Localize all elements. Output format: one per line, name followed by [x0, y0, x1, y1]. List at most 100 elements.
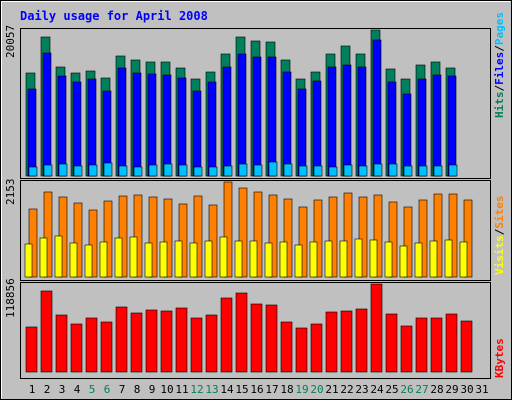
bar-files-day-28 — [432, 74, 442, 177]
bar-sites-day-23 — [358, 196, 368, 278]
bar-sites-day-16 — [253, 191, 263, 278]
bar-pages-day-14 — [223, 165, 233, 177]
bar-pages-day-26 — [403, 165, 413, 177]
bar-sites-day-29 — [448, 193, 458, 278]
bar-kbytes-day-10 — [160, 310, 173, 373]
bar-kbytes-day-17 — [265, 304, 278, 373]
bar-kbytes-day-23 — [355, 308, 368, 373]
bar-pages-day-15 — [238, 163, 248, 177]
legend-label-panel-2: Visits/Sites — [493, 196, 506, 276]
bar-sites-day-7 — [118, 195, 128, 278]
bar-files-day-26 — [402, 93, 412, 177]
bar-pages-day-3 — [58, 163, 68, 177]
bar-kbytes-day-3 — [55, 314, 68, 373]
bar-sites-day-24 — [373, 194, 383, 278]
bar-visits-day-1 — [24, 243, 33, 278]
bar-kbytes-day-12 — [190, 317, 203, 373]
ymax-label-sites: 2153 — [4, 179, 17, 206]
bar-files-day-4 — [72, 81, 82, 177]
bar-pages-day-28 — [433, 165, 443, 177]
x-tick-label-day-17: 17 — [265, 383, 278, 396]
bar-pages-day-1 — [28, 166, 38, 177]
bar-pages-day-8 — [133, 166, 143, 177]
bar-files-day-25 — [387, 81, 397, 177]
bar-sites-day-27 — [418, 199, 428, 278]
x-tick-label-day-18: 18 — [280, 383, 293, 396]
bar-visits-day-10 — [159, 241, 168, 278]
x-tick-label-day-20: 20 — [310, 383, 323, 396]
bar-kbytes-day-7 — [115, 306, 128, 373]
bar-sites-day-11 — [178, 203, 188, 278]
bar-sites-day-8 — [133, 194, 143, 278]
bar-pages-day-25 — [388, 163, 398, 177]
x-tick-label-day-4: 4 — [74, 383, 81, 396]
legend-item-kbytes: KBytes — [493, 338, 506, 378]
bar-visits-day-3 — [54, 235, 63, 278]
bar-pages-day-11 — [178, 164, 188, 177]
bar-files-day-2 — [42, 52, 52, 177]
bar-pages-day-24 — [373, 163, 383, 177]
ymax-label-kbytes: 118856 — [4, 278, 17, 318]
bar-pages-day-29 — [448, 164, 458, 177]
bar-sites-day-12 — [193, 195, 203, 278]
bar-kbytes-day-28 — [430, 317, 443, 373]
bar-pages-day-2 — [43, 164, 53, 177]
bar-kbytes-day-14 — [220, 297, 233, 373]
bar-sites-day-4 — [73, 202, 83, 278]
bar-pages-day-27 — [418, 165, 428, 177]
bar-visits-day-11 — [174, 240, 183, 278]
bar-pages-day-22 — [343, 164, 353, 177]
bar-files-day-3 — [57, 75, 67, 177]
bar-pages-day-6 — [103, 162, 113, 177]
bar-files-day-19 — [297, 88, 307, 177]
bar-kbytes-day-5 — [85, 317, 98, 373]
bar-files-day-5 — [87, 78, 97, 177]
bar-visits-day-16 — [249, 240, 258, 278]
bar-sites-day-30 — [463, 199, 473, 278]
x-tick-label-day-12: 12 — [190, 383, 203, 396]
bar-visits-day-7 — [114, 237, 123, 278]
x-tick-label-day-27: 27 — [415, 383, 428, 396]
bar-kbytes-day-6 — [100, 321, 113, 373]
legend-item-pages: Pages — [493, 12, 506, 45]
bar-files-day-24 — [372, 39, 382, 177]
x-tick-label-day-25: 25 — [385, 383, 398, 396]
bar-pages-day-20 — [313, 165, 323, 177]
bar-pages-day-17 — [268, 161, 278, 177]
bar-kbytes-day-21 — [325, 311, 338, 373]
bar-visits-day-23 — [354, 238, 363, 278]
bar-kbytes-day-9 — [145, 309, 158, 373]
bar-visits-day-18 — [279, 241, 288, 278]
bar-kbytes-day-11 — [175, 307, 188, 373]
x-tick-label-day-24: 24 — [370, 383, 384, 396]
bar-sites-day-25 — [388, 201, 398, 278]
bar-visits-day-28 — [429, 240, 438, 278]
bar-pages-day-18 — [283, 163, 293, 177]
bar-pages-day-5 — [88, 164, 98, 177]
legend-item-slash: / — [493, 228, 506, 235]
bar-visits-day-22 — [339, 240, 348, 278]
bar-visits-day-4 — [69, 242, 78, 278]
legend-item-hits: Hits — [493, 92, 506, 119]
legend-item-slash: / — [493, 85, 506, 92]
legend-label-panel-1: Hits/Files/Pages — [493, 12, 506, 118]
x-tick-label-day-29: 29 — [445, 383, 458, 396]
bar-sites-day-28 — [433, 193, 443, 278]
x-tick-label-day-22: 22 — [340, 383, 353, 396]
bar-kbytes-day-24 — [370, 283, 383, 373]
bar-pages-day-10 — [163, 163, 173, 177]
bar-visits-day-29 — [444, 239, 453, 278]
bar-kbytes-day-26 — [400, 325, 413, 373]
bar-files-day-7 — [117, 67, 127, 177]
chart-title: Daily usage for April 2008 — [20, 9, 208, 23]
x-tick-label-day-6: 6 — [104, 383, 111, 396]
bar-sites-day-1 — [28, 208, 38, 278]
bar-visits-day-24 — [369, 239, 378, 278]
x-tick-label-day-19: 19 — [295, 383, 308, 396]
x-tick-label-day-14: 14 — [220, 383, 234, 396]
bar-kbytes-day-25 — [385, 313, 398, 373]
bar-visits-day-2 — [39, 237, 48, 278]
bar-kbytes-day-13 — [205, 314, 218, 373]
